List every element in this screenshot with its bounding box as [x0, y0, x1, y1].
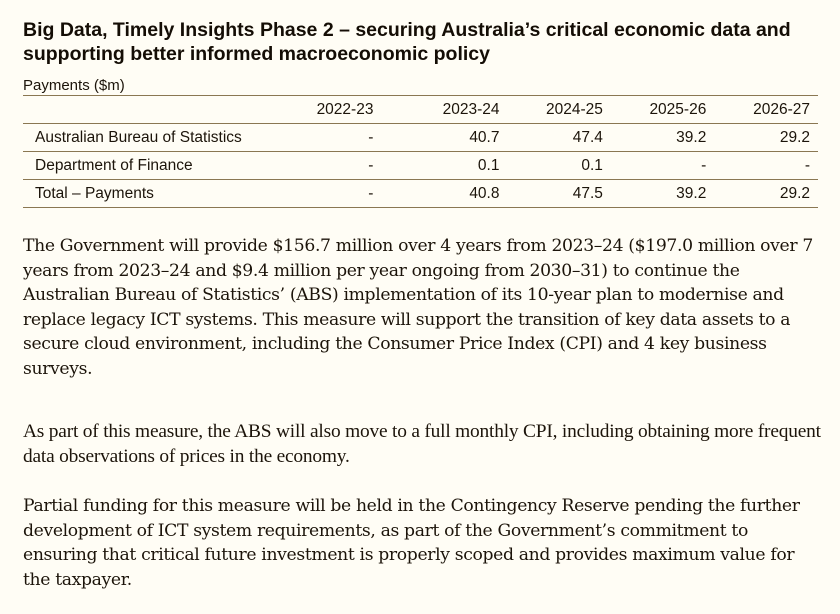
- cell-value: 47.4: [509, 123, 613, 152]
- table-caption: Payments ($m): [23, 77, 818, 96]
- cell-value: -: [288, 151, 402, 180]
- cell-value: -: [288, 123, 402, 152]
- paragraph-contingency-reserve: Partial funding for this measure will be…: [23, 496, 800, 590]
- table-row-total: Total – Payments - 40.8 47.5 39.2 29.2: [23, 179, 818, 208]
- column-header-2024-25: 2024-25: [509, 96, 613, 124]
- cell-value: -: [288, 179, 402, 208]
- paragraph-funding: The Government will provide $156.7 milli…: [23, 236, 813, 379]
- cell-value: -: [719, 151, 818, 180]
- cell-value: -: [612, 151, 720, 180]
- table-header-row: 2022-23 2023-24 2024-25 2025-26 2026-27: [23, 96, 818, 124]
- cell-value: 29.2: [719, 179, 818, 208]
- column-header-2025-26: 2025-26: [612, 96, 720, 124]
- column-header-2026-27: 2026-27: [719, 96, 818, 124]
- column-header-2022-23: 2022-23: [288, 96, 402, 124]
- cell-value: 40.8: [401, 179, 510, 208]
- payments-table: 2022-23 2023-24 2024-25 2025-26 2026-27 …: [23, 96, 818, 208]
- page-title: Big Data, Timely Insights Phase 2 – secu…: [23, 19, 791, 65]
- cell-value: 40.7: [401, 123, 510, 152]
- row-label: Department of Finance: [23, 151, 289, 180]
- table-row: Australian Bureau of Statistics - 40.7 4…: [23, 123, 818, 152]
- cell-value: 0.1: [401, 151, 510, 180]
- cell-value: 0.1: [509, 151, 613, 180]
- table-row: Department of Finance - 0.1 0.1 - -: [23, 151, 818, 180]
- cell-value: 47.5: [509, 179, 613, 208]
- cell-value: 29.2: [719, 123, 818, 152]
- row-label: Total – Payments: [23, 179, 289, 208]
- cell-value: 39.2: [612, 179, 720, 208]
- column-header-label: [23, 96, 289, 124]
- cell-value: 39.2: [612, 123, 720, 152]
- column-header-2023-24: 2023-24: [401, 96, 510, 124]
- row-label: Australian Bureau of Statistics: [23, 123, 289, 152]
- paragraph-monthly-cpi: As part of this measure, the ABS will al…: [23, 421, 821, 467]
